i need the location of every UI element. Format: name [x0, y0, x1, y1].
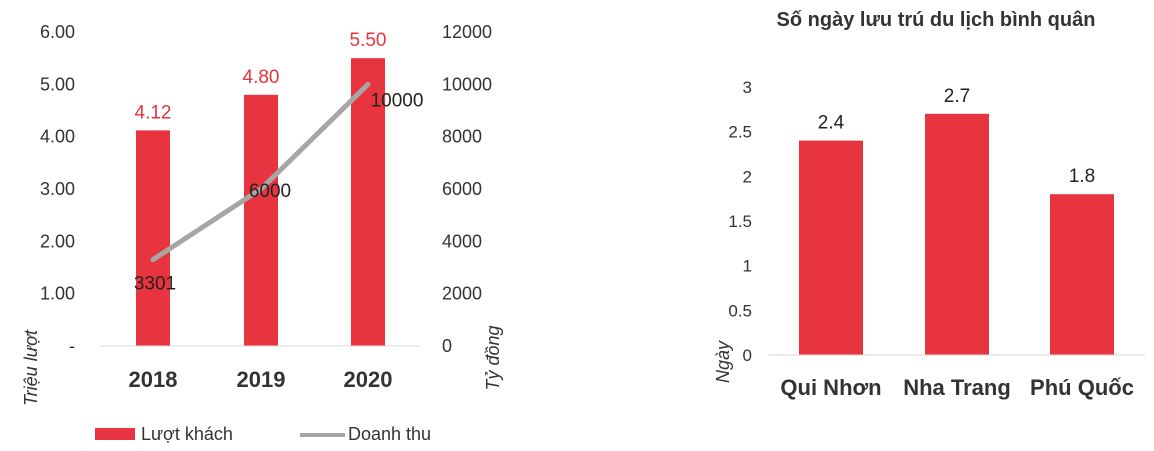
bar-data-label: 2.4: [818, 113, 845, 134]
category-label-2019: 2019: [237, 367, 286, 392]
bar-data-label: 5.50: [350, 30, 387, 51]
legend-swatch-bar: [95, 428, 135, 440]
revenue-line: [150, 81, 371, 263]
bar-phú-quốc: [1050, 194, 1114, 355]
left-axis-title: Triệu lượt: [21, 329, 41, 406]
right-tick-label: 2000: [442, 284, 482, 304]
bar-qui-nhơn: [799, 140, 863, 355]
right-tick-label: 4000: [442, 231, 482, 251]
right-tick-label: 10000: [442, 74, 492, 94]
category-label-2020: 2020: [344, 367, 393, 392]
y-tick-label: 0: [743, 346, 752, 365]
bar-data-label: 4.80: [243, 67, 280, 88]
bar-data-label: 1.8: [1069, 166, 1095, 187]
left-tick-label: 1.00: [40, 284, 75, 304]
chart-average-stay: Số ngày lưu trú du lịch bình quân 0 0.5 1 1…: [713, 9, 1145, 400]
y-tick-label: 3: [743, 78, 752, 97]
y-axis-title: Ngày: [713, 340, 733, 383]
left-tick-label: 2.00: [40, 231, 75, 251]
line-data-label: 6000: [249, 181, 291, 202]
y-tick-label: 1: [743, 257, 752, 276]
legend-label-revenue: Doanh thu: [348, 424, 431, 444]
category-label: Phú Quốc: [1030, 375, 1134, 400]
right-tick-label: 0: [442, 336, 452, 356]
bar-data-label: 2.7: [944, 86, 970, 107]
right-tick-label: 6000: [442, 179, 482, 199]
category-label: Nha Trang: [903, 375, 1011, 400]
right-tick-label: 12000: [442, 22, 492, 42]
bar-data-label: 4.12: [135, 102, 172, 123]
left-tick-label: 3.00: [40, 179, 75, 199]
chart-visitors-revenue: - 1.00 2.00 3.00 4.00 5.00 6.00 0 2000 4000 6000 8…: [21, 22, 503, 444]
left-tick-label: 4.00: [40, 127, 75, 147]
bar-2018: [136, 130, 170, 346]
line-data-label: 3301: [134, 274, 176, 295]
legend-label-visitors: Lượt khách: [141, 424, 233, 444]
y-tick-label: 2: [743, 167, 752, 186]
bar-nha-trang: [925, 113, 989, 355]
chart-title: Số ngày lưu trú du lịch bình quân: [777, 9, 1096, 31]
right-tick-label: 8000: [442, 127, 482, 147]
category-label: Qui Nhơn: [780, 375, 881, 400]
category-label-2018: 2018: [129, 367, 178, 392]
bar-2020: [351, 58, 385, 347]
y-tick-label: 0.5: [728, 301, 752, 320]
right-axis-title: Tỷ đồng: [483, 325, 503, 390]
bar-2019: [244, 94, 278, 346]
left-tick-label: 5.00: [40, 74, 75, 94]
y-tick-label: 1.5: [728, 212, 752, 231]
left-tick-label: 6.00: [40, 22, 75, 42]
left-tick-label: -: [69, 336, 75, 356]
y-tick-label: 2.5: [728, 123, 752, 142]
line-data-label: 10000: [371, 90, 424, 111]
